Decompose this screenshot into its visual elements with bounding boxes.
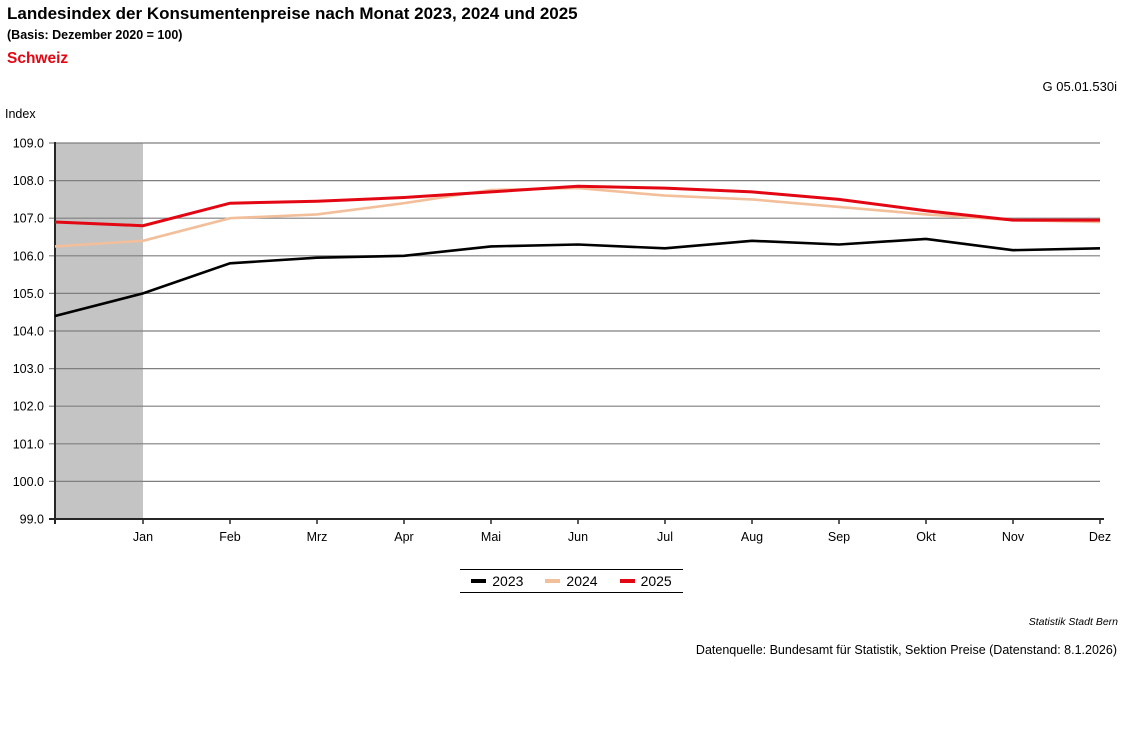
data-source-text: Datenquelle: Bundesamt für Statistik, Se… bbox=[695, 643, 1117, 657]
legend-swatch-2024 bbox=[545, 579, 561, 583]
x-tick-label: Feb bbox=[219, 530, 241, 544]
legend-item-2023: 2023 bbox=[471, 573, 523, 589]
chart-area: 99.0 100.0 101.0 102.0 103.0 104.0 105.0 106.0 1… bbox=[0, 130, 1127, 564]
x-tick-label: Sep bbox=[828, 530, 850, 544]
y-tick-label: 99.0 bbox=[20, 513, 44, 527]
y-axis-title: Index bbox=[5, 107, 36, 121]
cpi-line-chart: 99.0 100.0 101.0 102.0 103.0 104.0 105.0 106.0 1… bbox=[13, 137, 1111, 545]
y-tick-label: 102.0 bbox=[13, 400, 44, 414]
x-tick-label: Nov bbox=[1002, 530, 1025, 544]
x-tick-label: Jul bbox=[657, 530, 673, 544]
x-tick-label: Jun bbox=[568, 530, 588, 544]
x-tick-label: Dez bbox=[1089, 530, 1111, 544]
series-line-2024 bbox=[54, 186, 1101, 248]
attribution-text: Statistik Stadt Bern bbox=[1028, 616, 1118, 628]
y-tick-label: 107.0 bbox=[13, 212, 44, 226]
legend-swatch-2023 bbox=[471, 579, 487, 583]
x-tick-label: Mai bbox=[481, 530, 501, 544]
x-tick-label: Mrz bbox=[307, 530, 328, 544]
x-tick-label: Jan bbox=[133, 530, 153, 544]
region-label: Schweiz bbox=[7, 50, 69, 67]
series-line-2025 bbox=[54, 184, 1100, 228]
y-tick-label: 101.0 bbox=[13, 437, 44, 451]
y-tick-label: 104.0 bbox=[13, 325, 44, 339]
x-tick-label: Okt bbox=[916, 530, 936, 544]
legend-swatch-2025 bbox=[619, 579, 635, 583]
y-tick-label: 100.0 bbox=[13, 475, 44, 489]
x-tick-label: Aug bbox=[741, 530, 763, 544]
y-tick-label: 106.0 bbox=[13, 249, 44, 263]
x-tick-label: Apr bbox=[394, 530, 413, 544]
legend-label-2024: 2024 bbox=[566, 573, 598, 589]
y-tick-label: 103.0 bbox=[13, 362, 44, 376]
legend-item-2024: 2024 bbox=[545, 573, 598, 589]
legend-label-2025: 2025 bbox=[640, 573, 672, 589]
y-tick-label: 108.0 bbox=[13, 174, 44, 188]
chart-legend: 2023 2024 2025 bbox=[460, 569, 683, 593]
page-title: Landesindex der Konsumentenpreise nach M… bbox=[7, 4, 578, 23]
series-line-2023 bbox=[54, 237, 1101, 318]
figure-id: G 05.01.530i bbox=[1042, 79, 1117, 94]
legend-item-2025: 2025 bbox=[619, 573, 672, 589]
y-tick-label: 109.0 bbox=[13, 137, 44, 151]
y-tick-label: 105.0 bbox=[13, 287, 44, 301]
page-subtitle: (Basis: Dezember 2020 = 100) bbox=[7, 28, 183, 42]
legend-label-2023: 2023 bbox=[492, 573, 524, 589]
